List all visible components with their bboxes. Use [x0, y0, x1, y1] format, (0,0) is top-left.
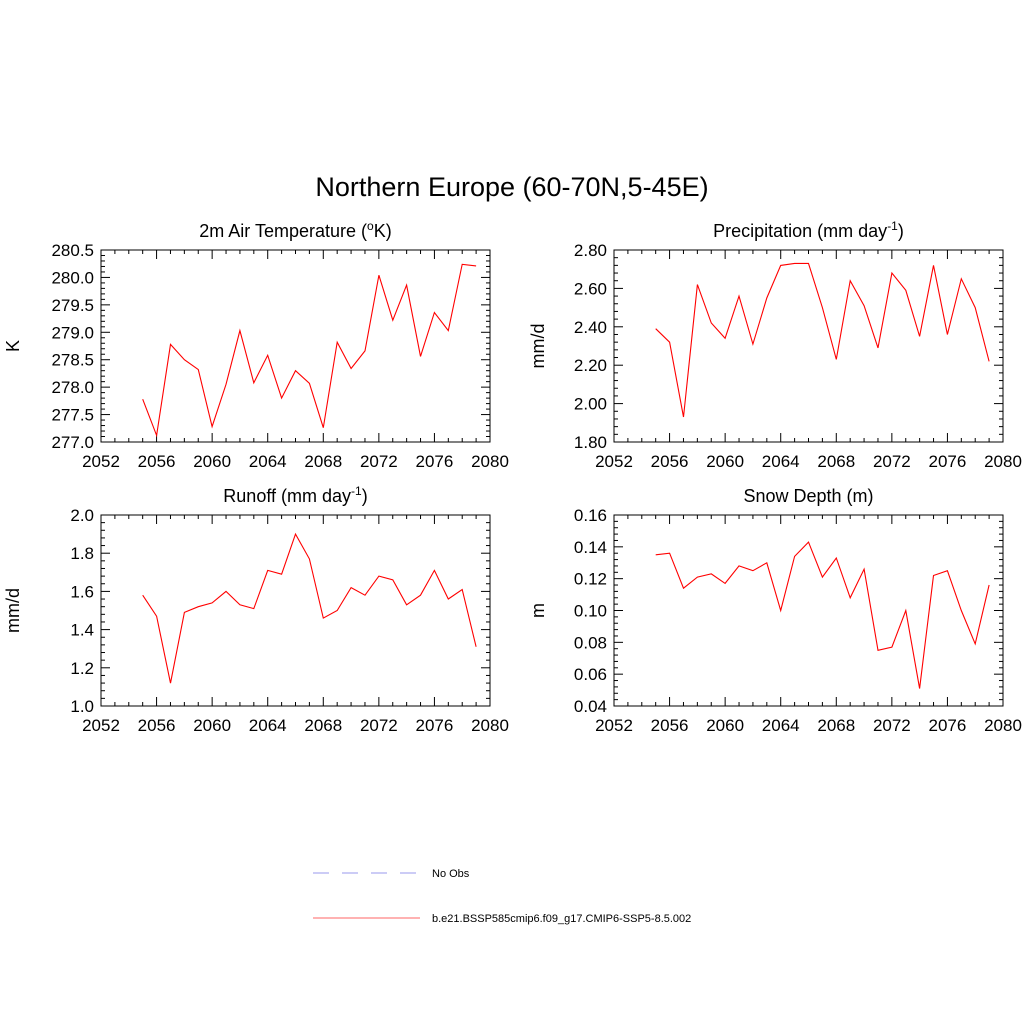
x-tick-label-air-temperature: 2060	[193, 452, 231, 471]
panel-title-air-temperature: 2m Air Temperature (oK)	[199, 219, 391, 241]
x-tick-label-air-temperature: 2072	[360, 452, 398, 471]
y-tick-label-snow-depth: 0.12	[574, 570, 607, 589]
x-tick-label-runoff: 2072	[360, 716, 398, 735]
panel-air-temperature: 2052 2056 2060 2064 2068 2072 2076 2080 277.0 277…	[3, 219, 509, 471]
y-tick-label-runoff: 1.0	[70, 697, 94, 716]
x-tick-label-air-temperature: 2064	[249, 452, 287, 471]
y-tick-label-snow-depth: 0.08	[574, 633, 607, 652]
panels: 2052 2056 2060 2064 2068 2072 2076 2080 277.0 277…	[3, 219, 1022, 735]
legend: No Obs b.e21.BSSP585cmip6.f09_g17.CMIP6-…	[313, 868, 691, 925]
panel-runoff: 2052 2056 2060 2064 2068 2072 2076 2080 1.0 1.2 1.…	[3, 484, 509, 735]
y-axis-label-snow-depth: m	[528, 603, 548, 618]
y-tick-label-air-temperature: 278.0	[51, 378, 94, 397]
y-tick-label-air-temperature: 279.0	[51, 323, 94, 342]
x-tick-label-snow-depth: 2076	[929, 716, 967, 735]
y-tick-label-runoff: 1.8	[70, 544, 94, 563]
plot-frame-air-temperature	[100, 249, 491, 443]
x-tick-label-runoff: 2052	[82, 716, 120, 735]
y-tick-label-air-temperature: 277.5	[51, 406, 94, 425]
x-tick-label-precipitation: 2072	[873, 452, 911, 471]
series-line-air-temperature	[142, 263, 477, 438]
x-tick-label-snow-depth: 2068	[817, 716, 855, 735]
x-tick-label-runoff: 2068	[304, 716, 342, 735]
y-axis-label-air-temperature: K	[3, 340, 23, 352]
x-tick-label-snow-depth: 2064	[762, 716, 800, 735]
y-tick-label-snow-depth: 0.04	[574, 697, 607, 716]
y-tick-label-precipitation: 2.60	[574, 279, 607, 298]
series-line-precipitation	[655, 262, 990, 418]
x-tick-label-snow-depth: 2080	[984, 716, 1022, 735]
legend-label-model: b.e21.BSSP585cmip6.f09_g17.CMIP6-SSP5-8.…	[432, 913, 691, 925]
x-tick-label-runoff: 2076	[416, 716, 454, 735]
x-tick-label-snow-depth: 2052	[595, 716, 633, 735]
y-tick-label-precipitation: 2.40	[574, 318, 607, 337]
x-tick-label-air-temperature: 2056	[138, 452, 176, 471]
x-tick-label-precipitation: 2052	[595, 452, 633, 471]
x-tick-label-snow-depth: 2072	[873, 716, 911, 735]
x-tick-label-precipitation: 2076	[929, 452, 967, 471]
panel-title-precipitation: Precipitation (mm day-1)	[713, 219, 904, 241]
y-tick-label-air-temperature: 280.5	[51, 241, 94, 260]
x-tick-label-air-temperature: 2076	[416, 452, 454, 471]
plot-frame-runoff	[100, 514, 491, 707]
legend-label-no-obs: No Obs	[432, 868, 470, 880]
figure-title: Northern Europe (60-70N,5-45E)	[315, 172, 708, 202]
x-tick-label-precipitation: 2056	[651, 452, 689, 471]
x-tick-label-runoff: 2064	[249, 716, 287, 735]
y-tick-label-air-temperature: 280.0	[51, 268, 94, 287]
y-tick-label-runoff: 1.6	[70, 582, 94, 601]
panel-precipitation: 2052 2056 2060 2064 2068 2072 2076 2080 1.80 2.00…	[528, 219, 1022, 471]
panel-snow-depth: 2052 2056 2060 2064 2068 2072 2076 2080 0.04 0.06…	[528, 486, 1022, 735]
x-tick-label-runoff: 2080	[471, 716, 509, 735]
y-tick-label-precipitation: 2.20	[574, 356, 607, 375]
plot-frame-precipitation	[613, 249, 1004, 443]
y-tick-label-runoff: 2.0	[70, 506, 94, 525]
x-tick-label-runoff: 2060	[193, 716, 231, 735]
panel-title-snow-depth: Snow Depth (m)	[743, 486, 873, 506]
y-tick-label-runoff: 1.2	[70, 659, 94, 678]
x-tick-label-snow-depth: 2060	[706, 716, 744, 735]
x-tick-label-precipitation: 2064	[762, 452, 800, 471]
y-tick-label-precipitation: 2.80	[574, 241, 607, 260]
y-tick-label-snow-depth: 0.14	[574, 538, 607, 557]
x-tick-label-runoff: 2056	[138, 716, 176, 735]
x-tick-label-air-temperature: 2080	[471, 452, 509, 471]
y-tick-label-air-temperature: 278.5	[51, 351, 94, 370]
x-tick-label-precipitation: 2068	[817, 452, 855, 471]
y-tick-label-air-temperature: 277.0	[51, 433, 94, 452]
x-tick-label-air-temperature: 2052	[82, 452, 120, 471]
x-tick-label-precipitation: 2080	[984, 452, 1022, 471]
plot-frame-snow-depth	[613, 514, 1004, 707]
x-tick-label-precipitation: 2060	[706, 452, 744, 471]
y-tick-label-air-temperature: 279.5	[51, 296, 94, 315]
y-tick-label-precipitation: 2.00	[574, 395, 607, 414]
panel-title-runoff: Runoff (mm day-1)	[223, 484, 367, 506]
series-line-runoff	[142, 532, 477, 684]
y-axis-label-runoff: mm/d	[3, 588, 23, 633]
y-tick-label-snow-depth: 0.10	[574, 602, 607, 621]
y-tick-label-snow-depth: 0.06	[574, 665, 607, 684]
series-line-snow-depth	[655, 541, 990, 689]
y-tick-label-runoff: 1.4	[70, 621, 94, 640]
y-tick-label-snow-depth: 0.16	[574, 506, 607, 525]
x-tick-label-snow-depth: 2056	[651, 716, 689, 735]
x-tick-label-air-temperature: 2068	[304, 452, 342, 471]
y-tick-label-precipitation: 1.80	[574, 433, 607, 452]
y-axis-label-precipitation: mm/d	[528, 324, 548, 369]
